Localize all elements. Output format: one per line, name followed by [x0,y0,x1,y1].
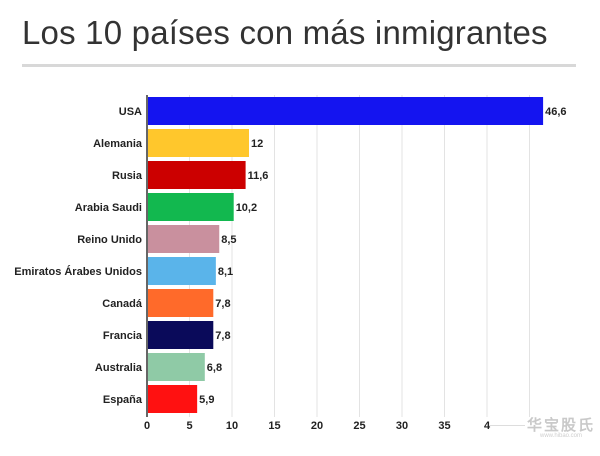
value-label: 10,2 [236,202,257,214]
bar [148,161,246,189]
x-tick-label: 5 [186,420,192,432]
x-tick-label: 25 [353,420,365,432]
chart-title: Los 10 países con más inmigrantes [22,14,548,51]
bar [148,129,249,157]
category-label: USA [119,106,142,118]
watermark-logo: 华宝股氏 [527,416,596,434]
x-tick-label: 10 [226,420,238,432]
category-label: Francia [103,330,143,342]
x-tick-label: 0 [144,420,150,432]
value-label: 6,8 [207,362,222,374]
category-label: Emiratos Árabes Unidos [14,265,142,278]
category-label: Reino Unido [77,234,142,246]
bar [148,225,220,253]
category-label: Canadá [102,298,143,310]
value-label: 8,1 [218,266,233,278]
x-tick-label: 35 [438,420,450,432]
category-label: España [103,394,143,406]
watermark-url: www.hibao.com [540,433,583,439]
value-label: 12 [251,138,263,150]
bar [148,257,216,285]
bar [148,97,544,125]
category-label: Alemania [93,138,143,150]
bar [148,385,198,413]
bar [148,353,205,381]
x-tick-label: 30 [396,420,408,432]
title-divider [22,64,576,67]
value-label: 7,8 [215,298,230,310]
x-tick-label: 4 [484,420,491,432]
watermark-line [489,425,525,426]
value-label: 46,6 [545,106,566,118]
bar [148,193,234,221]
value-label: 5,9 [199,394,214,406]
bar [148,321,214,349]
category-label: Arabia Saudi [75,202,142,214]
category-label: Australia [95,362,143,374]
value-label: 7,8 [215,330,230,342]
x-tick-label: 15 [268,420,280,432]
category-label: Rusia [112,170,143,182]
value-label: 8,5 [221,234,236,246]
x-tick-label: 20 [311,420,323,432]
value-label: 11,6 [248,170,269,182]
bar [148,289,214,317]
